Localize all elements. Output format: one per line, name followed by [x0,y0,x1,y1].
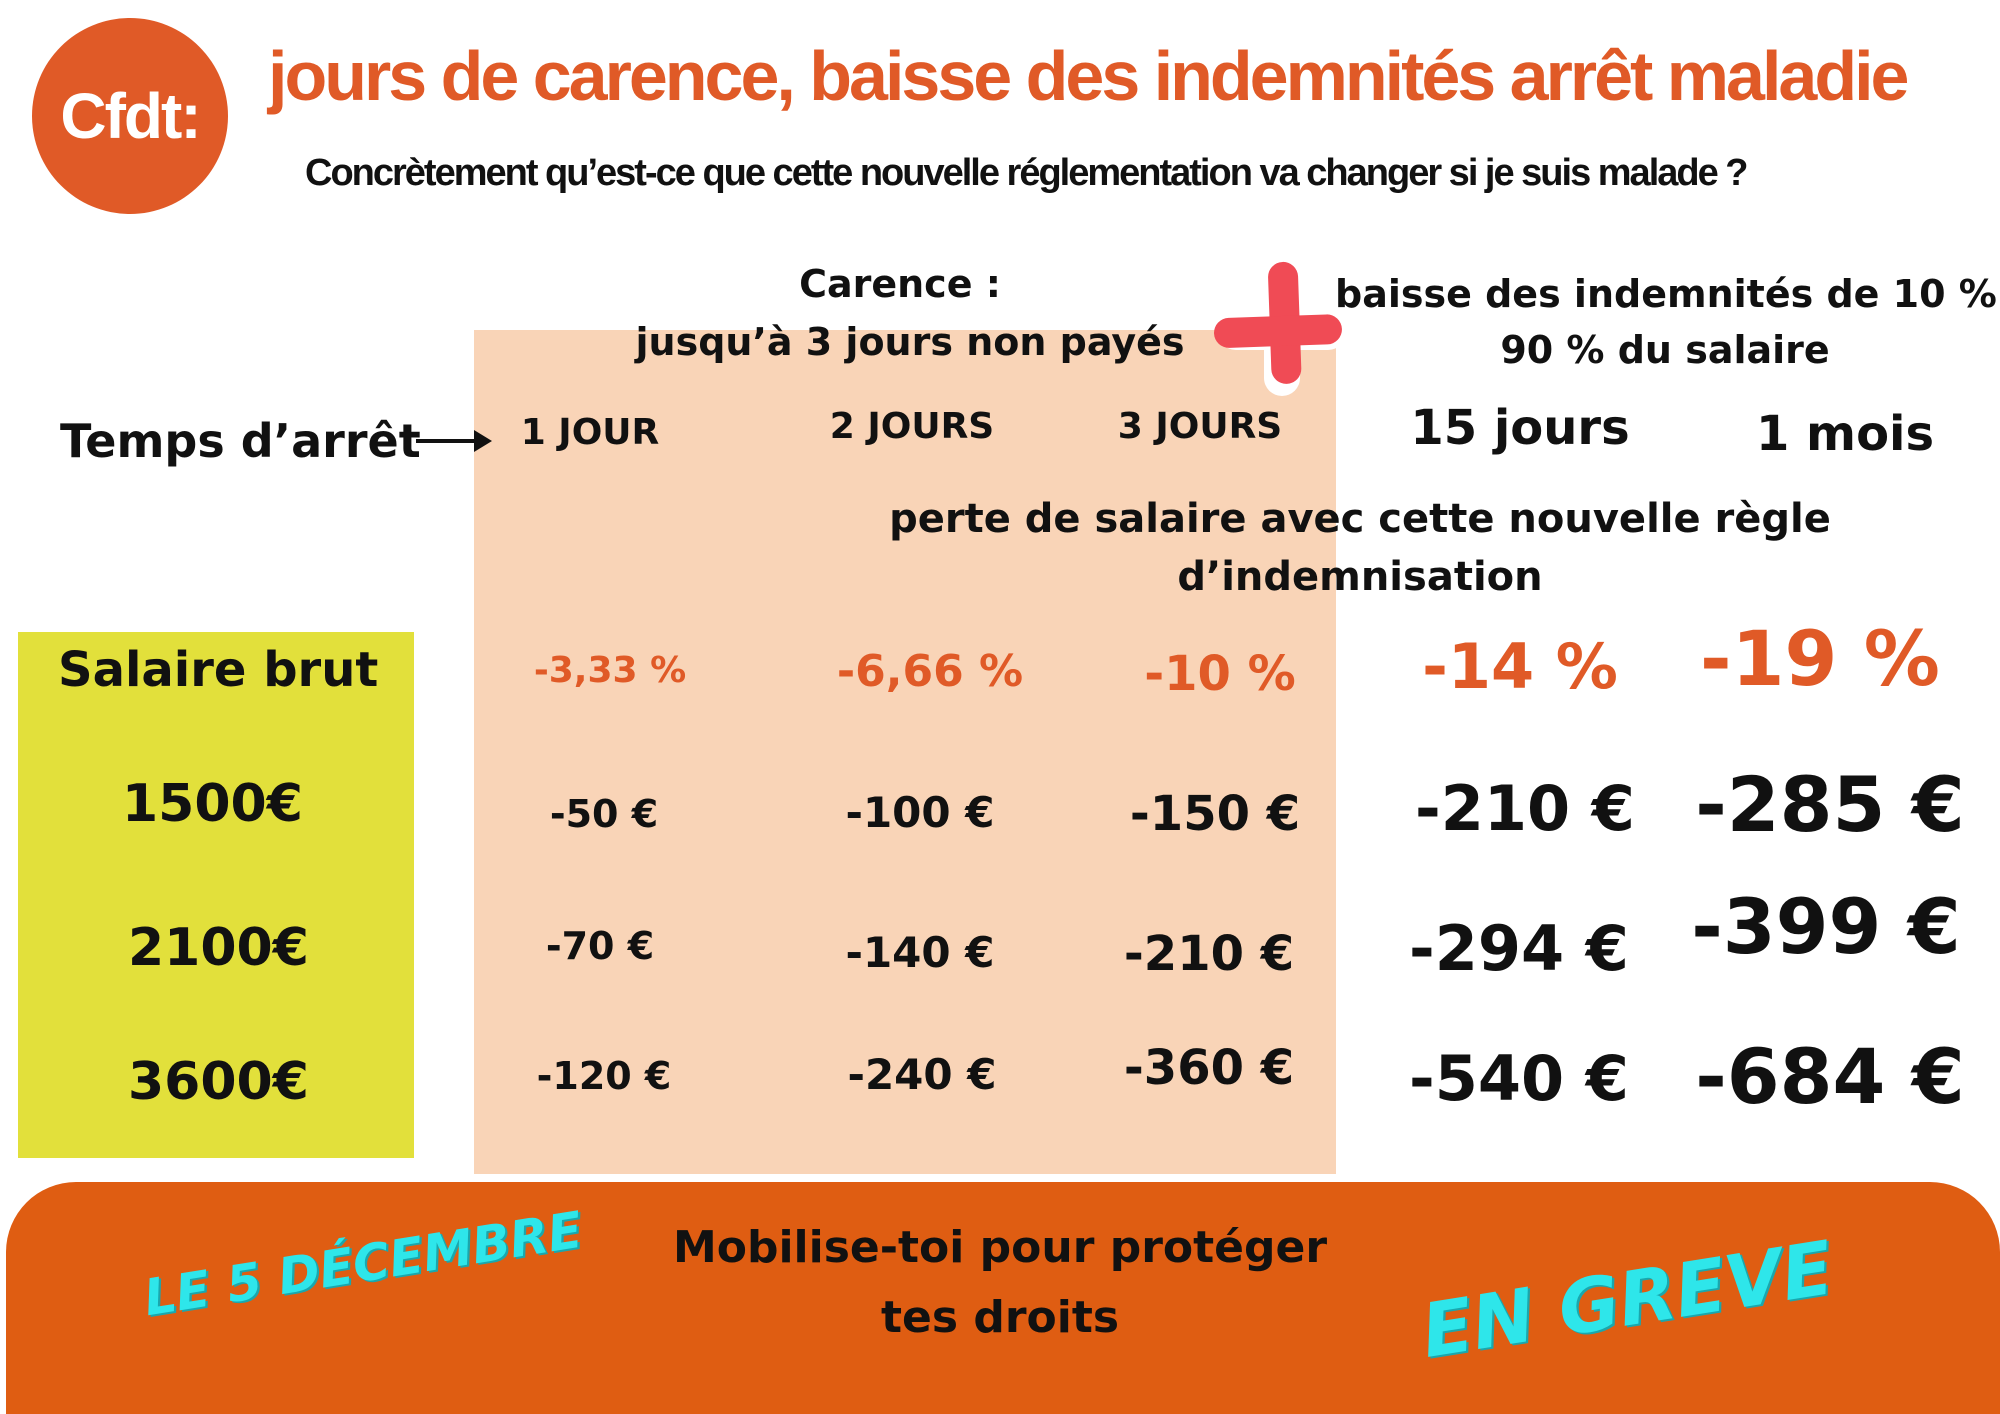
indemnity-drop-subheading: 90 % du salaire [1500,328,1830,372]
salary-row-label: 1500€ [122,774,303,834]
table-cell: -540 € [1409,1042,1629,1115]
footer-message-line2: tes droits [880,1292,1120,1343]
percent-15-jours: -14 % [1422,630,1618,703]
duration-1-jour: 1 JOUR [520,412,660,453]
table-cell: -140 € [845,928,995,977]
table-cell: -50 € [549,792,659,836]
table-cell: -150 € [1129,786,1301,842]
salary-row-label: 2100€ [128,918,309,978]
page-title: jours de carence, baisse des indemnités … [268,37,1909,115]
duration-2-jours: 2 JOURS [829,406,995,447]
cfdt-logo: Cfdt: [32,18,228,214]
table-cell: -210 € [1123,926,1295,982]
table-cell: -100 € [845,788,995,837]
percent-1-mois: -19 % [1700,614,1940,703]
duration-1-mois: 1 mois [1755,406,1935,462]
table-cell: -70 € [545,924,655,968]
table-cell: -120 € [536,1054,672,1098]
temps-arret-label: Temps d’arrêt [60,414,421,468]
table-cell: -684 € [1695,1032,1965,1121]
percent-1-jour: -3,33 % [533,650,687,691]
table-cell: -285 € [1695,760,1965,849]
table-cell: -360 € [1123,1040,1295,1096]
percent-2-jours: -6,66 % [836,646,1024,697]
salary-loss-heading: perte de salaire avec cette nouvelle règ… [889,496,1831,542]
carence-heading: Carence : [799,262,1001,306]
carence-subheading: jusqu’à 3 jours non payés [635,320,1185,364]
page-subtitle: Concrètement qu’est-ce que cette nouvell… [305,152,1749,194]
salary-row-label: 3600€ [128,1052,309,1112]
arrow-head-icon [474,430,492,452]
duration-3-jours: 3 JOURS [1117,406,1283,447]
carence-zone-background [474,330,1336,1174]
table-cell: -399 € [1691,882,1961,971]
footer-message-line1: Mobilise-toi pour protéger [672,1222,1328,1273]
table-cell: -294 € [1409,912,1629,985]
indemnity-drop-heading: baisse des indemnités de 10 % : [1335,272,2000,316]
footer-band [6,1182,2000,1414]
percent-3-jours: -10 % [1144,646,1296,702]
cfdt-logo-text: Cfdt: [60,80,201,152]
table-cell: -210 € [1415,772,1635,845]
salary-loss-subheading: d’indemnisation [1177,554,1543,600]
arrow-right-icon [416,439,478,443]
salary-column-background [18,632,414,1158]
plus-icon [1213,261,1346,396]
table-cell: -240 € [847,1050,997,1099]
duration-15-jours: 15 jours [1410,400,1630,456]
gross-salary-label: Salaire brut [58,642,379,698]
